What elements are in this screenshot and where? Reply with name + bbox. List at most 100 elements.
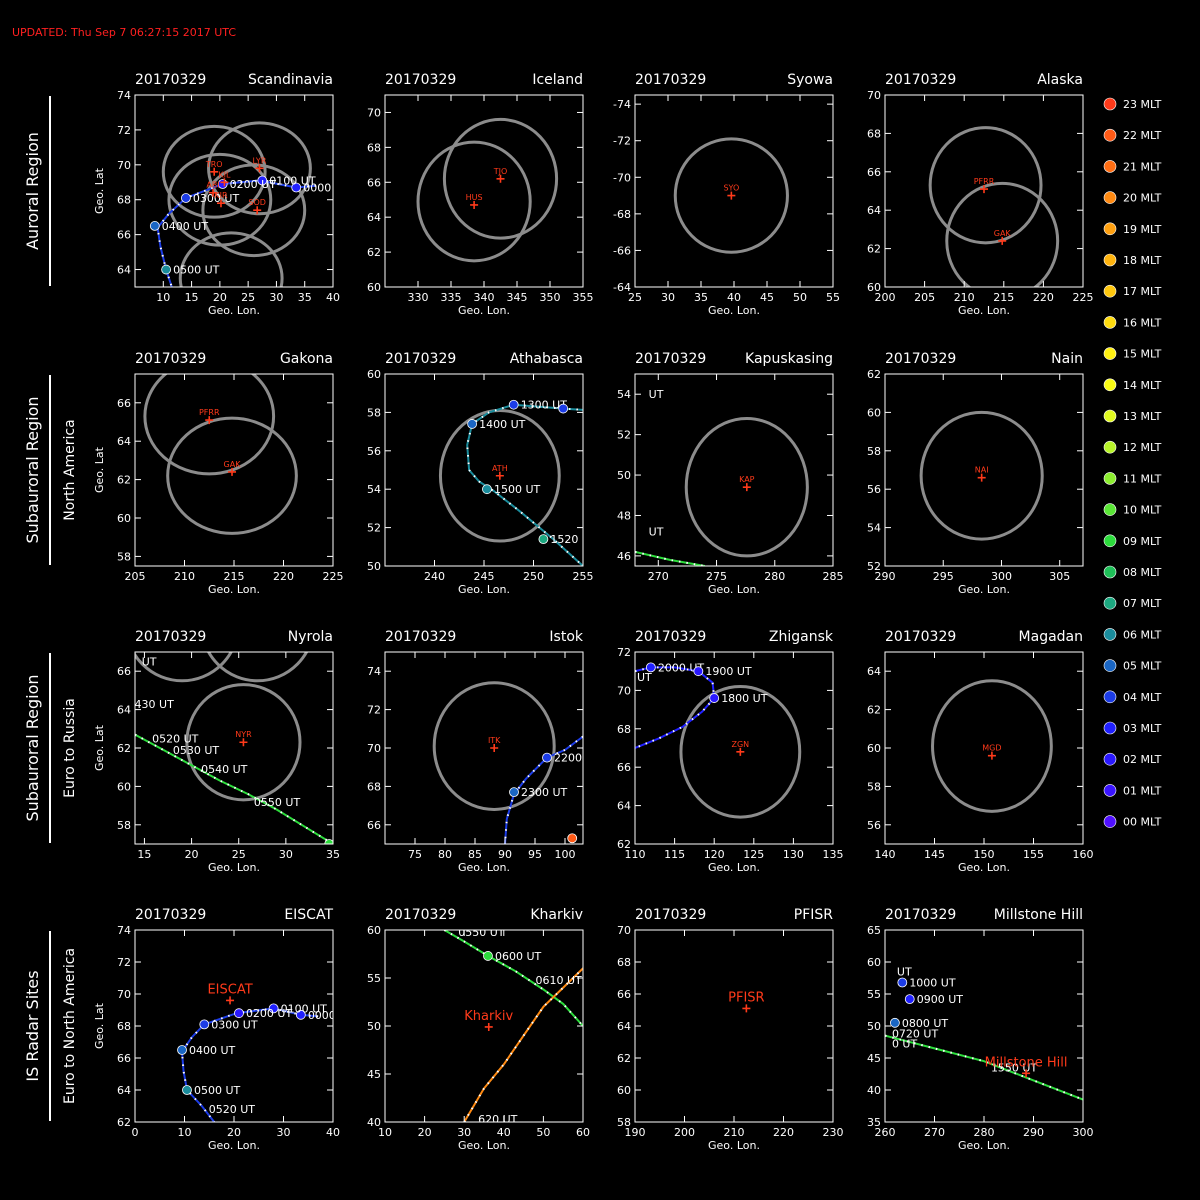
x-tick-label: 120 bbox=[704, 848, 725, 861]
x-axis-label: Geo. Lon. bbox=[458, 861, 510, 874]
x-tick-label: 230 bbox=[823, 1126, 844, 1139]
y-tick-label: 62 bbox=[867, 368, 881, 381]
site-marker bbox=[727, 192, 735, 200]
row-title: Auroral Region bbox=[23, 132, 42, 250]
hour-label: 620 UT bbox=[478, 1113, 518, 1126]
row-subtitle: Euro to Russia bbox=[62, 698, 78, 798]
y-tick-label: 60 bbox=[867, 956, 881, 969]
hour-marker bbox=[234, 1009, 243, 1018]
site-label: NYR bbox=[235, 730, 252, 739]
panel-contents: PFRR GAK bbox=[145, 359, 296, 534]
track-minute-ticks bbox=[464, 968, 583, 1122]
y-tick-label: 70 bbox=[367, 106, 381, 119]
site-label: ITK bbox=[488, 736, 501, 745]
map-panel-millstone-hill: 20170329 Millstone HillUT1000 UT0900 UT08… bbox=[867, 907, 1094, 1152]
panel-contents: 0550 UT0600 UT0610 UT620 UTKharkiv bbox=[444, 926, 583, 1126]
x-tick-label: 75 bbox=[408, 848, 422, 861]
site-label: EISCAT bbox=[207, 982, 252, 997]
hour-marker bbox=[468, 419, 477, 428]
hour-marker bbox=[559, 404, 568, 413]
x-tick-label: 130 bbox=[783, 848, 804, 861]
hour-marker bbox=[890, 1018, 899, 1027]
map-panel-istok: 20170329 Istok2200 UT2300 UTITK75 80 85 90 95… bbox=[367, 629, 601, 874]
panel-station: Nain bbox=[1051, 351, 1083, 367]
hour-marker bbox=[509, 400, 518, 409]
panel-station: Nyrola bbox=[288, 629, 333, 645]
legend-label: 17 MLT bbox=[1123, 285, 1162, 298]
map-panel-nain: 20170329 Nain NAI 290 295 300 305 52 54 56 58 60 62 G… bbox=[867, 351, 1083, 596]
x-tick-label: 10 bbox=[178, 1126, 192, 1139]
site-label: MGD bbox=[982, 744, 1001, 753]
legend-label: 11 MLT bbox=[1123, 472, 1162, 485]
x-tick-label: 115 bbox=[664, 848, 685, 861]
site-label: LYR bbox=[253, 156, 267, 165]
x-axis-label: Geo. Lon. bbox=[458, 1139, 510, 1152]
x-tick-label: 50 bbox=[793, 291, 807, 304]
y-tick-label: 58 bbox=[367, 406, 381, 419]
x-axis-label: Geo. Lon. bbox=[708, 304, 760, 317]
legend-label: 10 MLT bbox=[1123, 504, 1162, 517]
hour-marker bbox=[710, 694, 719, 703]
x-axis-label: Geo. Lon. bbox=[958, 304, 1010, 317]
panel-contents: TJOHUS bbox=[418, 119, 557, 260]
x-tick-label: 50 bbox=[536, 1126, 550, 1139]
panel-station: Istok bbox=[549, 629, 583, 645]
x-tick-label: 125 bbox=[743, 848, 764, 861]
legend-label: 06 MLT bbox=[1123, 628, 1162, 641]
legend-label: 13 MLT bbox=[1123, 410, 1162, 423]
x-tick-label: 35 bbox=[694, 291, 708, 304]
y-tick-label: 58 bbox=[617, 1116, 631, 1129]
site-marker bbox=[226, 996, 234, 1004]
panel-contents: MGD bbox=[933, 681, 1052, 812]
panel-station: Millstone Hill bbox=[994, 907, 1083, 923]
legend-label: 21 MLT bbox=[1123, 160, 1162, 173]
x-tick-label: 270 bbox=[648, 570, 669, 583]
x-tick-label: 220 bbox=[273, 570, 294, 583]
x-tick-label: 135 bbox=[823, 848, 844, 861]
y-tick-label: 60 bbox=[617, 1084, 631, 1097]
site-marker bbox=[239, 738, 247, 746]
legend-label: 03 MLT bbox=[1123, 722, 1162, 735]
legend-label: 04 MLT bbox=[1123, 691, 1162, 704]
y-tick-label: 68 bbox=[367, 780, 381, 793]
x-tick-label: 285 bbox=[823, 570, 844, 583]
x-tick-label: 355 bbox=[573, 291, 594, 304]
x-tick-label: 40 bbox=[727, 291, 741, 304]
site-marker bbox=[743, 483, 751, 491]
y-tick-label: 64 bbox=[117, 704, 131, 717]
x-tick-label: 335 bbox=[441, 291, 462, 304]
x-axis-label: Geo. Lon. bbox=[208, 304, 260, 317]
x-tick-label: 55 bbox=[826, 291, 840, 304]
y-axis-label: Geo. Lat bbox=[93, 724, 106, 771]
hour-label: 0550 UT bbox=[254, 796, 301, 809]
x-tick-label: 280 bbox=[974, 1126, 995, 1139]
y-tick-label: 60 bbox=[367, 924, 381, 937]
legend-marker bbox=[1104, 504, 1116, 516]
axes-frame bbox=[635, 374, 833, 566]
hour-label: 0540 UT bbox=[201, 763, 248, 776]
y-tick-label: 50 bbox=[867, 1020, 881, 1033]
y-tick-label: 60 bbox=[117, 780, 131, 793]
site-label: GAK bbox=[224, 460, 242, 469]
y-tick-label: 72 bbox=[117, 956, 131, 969]
x-tick-label: 305 bbox=[1049, 570, 1070, 583]
y-tick-label: 40 bbox=[367, 1116, 381, 1129]
hour-label: 0400 UT bbox=[189, 1044, 236, 1057]
y-tick-label: 46 bbox=[617, 550, 631, 563]
site-label: ABI bbox=[206, 181, 219, 190]
x-tick-label: 85 bbox=[468, 848, 482, 861]
hour-label: 0600 UT bbox=[495, 950, 542, 963]
panel-date: 20170329 bbox=[385, 351, 456, 367]
x-tick-label: 10 bbox=[156, 291, 170, 304]
panel-date: 20170329 bbox=[635, 72, 706, 88]
x-tick-label: 30 bbox=[277, 1126, 291, 1139]
panel-date: 20170329 bbox=[135, 907, 206, 923]
legend-label: 23 MLT bbox=[1123, 98, 1162, 111]
legend-marker bbox=[1104, 784, 1116, 796]
panel-contents: UTUTKAP bbox=[635, 388, 807, 566]
y-tick-label: 66 bbox=[117, 397, 131, 410]
x-tick-label: 215 bbox=[224, 570, 245, 583]
legend-label: 15 MLT bbox=[1123, 348, 1162, 361]
panel-date: 20170329 bbox=[385, 72, 456, 88]
site-label: SOD bbox=[248, 198, 266, 207]
